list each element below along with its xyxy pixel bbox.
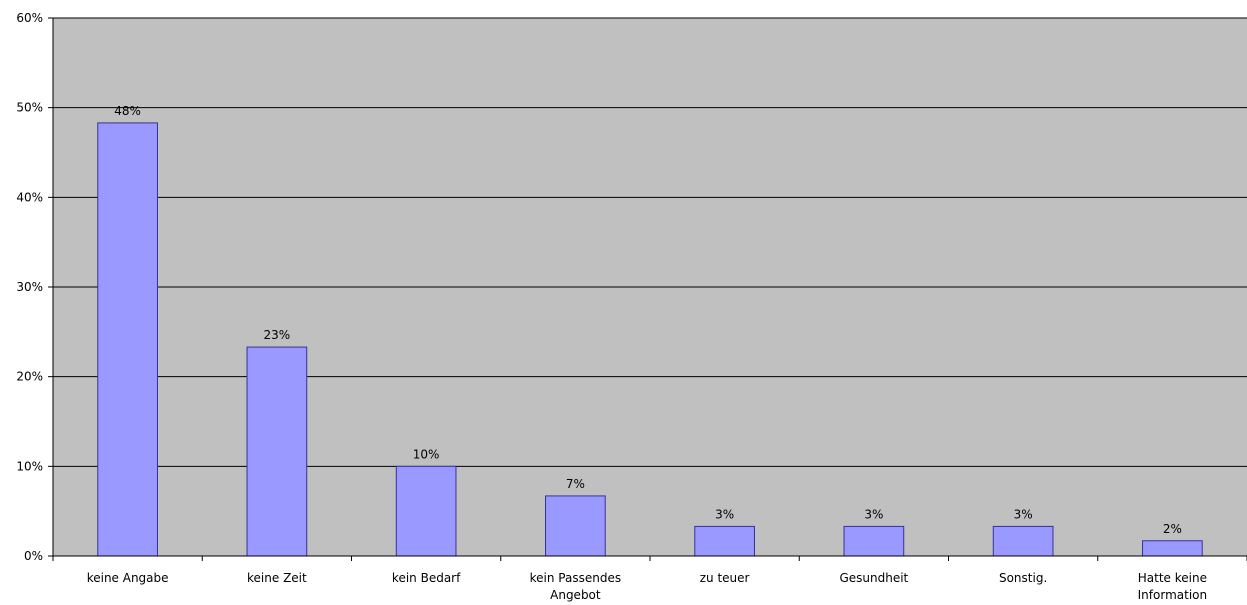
bar [546, 496, 606, 556]
y-tick-label: 50% [16, 101, 43, 115]
x-category-label: Hatte keine [1138, 571, 1207, 585]
data-label: 7% [566, 477, 585, 491]
x-category-label: Gesundheit [839, 571, 908, 585]
x-category-label: kein Bedarf [392, 571, 461, 585]
data-label: 10% [413, 447, 440, 461]
data-label: 3% [1014, 507, 1033, 521]
x-category-label: kein Passendes [530, 571, 621, 585]
x-category-label: Sonstig. [999, 571, 1047, 585]
data-label: 48% [114, 104, 141, 118]
bar [1143, 541, 1203, 556]
y-tick-label: 20% [16, 370, 43, 384]
x-axis: keine Angabe keine Zeit kein Bedarf kein Pa… [53, 556, 1247, 602]
y-tick-label: 0% [24, 549, 43, 563]
bar [993, 526, 1053, 556]
data-label: 23% [264, 328, 291, 342]
y-tick-label: 30% [16, 280, 43, 294]
y-tick-label: 10% [16, 459, 43, 473]
data-label: 2% [1163, 522, 1182, 536]
bar [396, 466, 456, 556]
x-category-label: keine Zeit [247, 571, 307, 585]
y-tick-label: 40% [16, 190, 43, 204]
x-category-label: keine Angabe [87, 571, 169, 585]
bar [844, 526, 904, 556]
x-category-label: zu teuer [700, 571, 750, 585]
bar [98, 123, 158, 556]
data-label: 3% [715, 507, 734, 521]
bar [695, 526, 755, 556]
x-category-label: Angebot [550, 588, 601, 602]
y-axis: 0% 10% 20% 30% 40% 50% 60% [16, 11, 53, 563]
data-label: 3% [864, 507, 883, 521]
x-category-label: Information [1138, 588, 1207, 602]
bar [247, 347, 307, 556]
y-tick-label: 60% [16, 11, 43, 25]
